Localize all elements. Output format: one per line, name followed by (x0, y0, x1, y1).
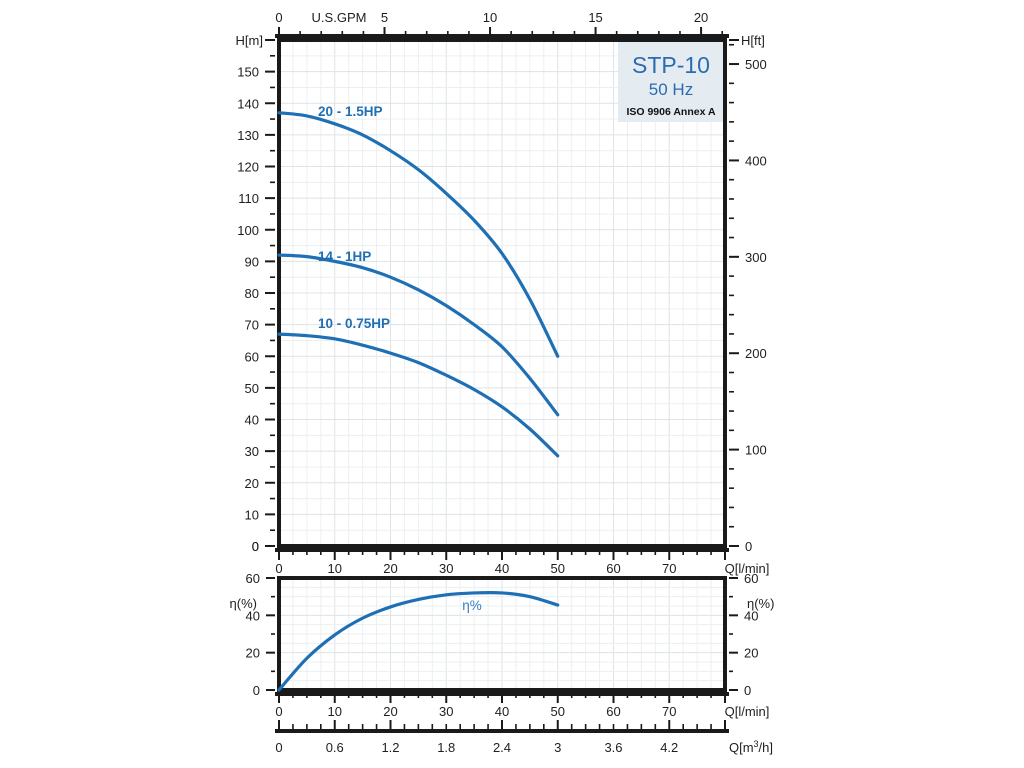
eta-bottom-tick-label: 20 (383, 704, 397, 719)
m3h-axis-name: Q[m3/h] (729, 739, 773, 755)
main-bottom-tick-label: 70 (662, 561, 676, 576)
left-h-tick-label: 70 (245, 318, 259, 333)
eta-bottom-axis-name: Q[l/min] (725, 704, 770, 719)
right-axis-name: H[ft] (741, 33, 765, 48)
main-left-zero-label: 0 (252, 539, 259, 554)
eta-left-tick-label: 40 (246, 608, 260, 623)
main-plot-frame (277, 38, 727, 548)
title-model: STP-10 (632, 52, 710, 78)
eta-right-tick-label: 0 (744, 683, 751, 698)
head-curve-3 (277, 332, 560, 458)
left-h-tick-label: 60 (245, 349, 259, 364)
m3h-tick-label: 0.6 (326, 740, 344, 755)
m3h-tick-label: 2.4 (493, 740, 511, 755)
main-bottom-tick-label: 50 (551, 561, 565, 576)
eta-plot-frame (277, 576, 727, 692)
left-h-tick-label: 100 (237, 223, 259, 238)
top-gpm-tick-label: 20 (694, 10, 708, 25)
right-ft-tick-label: 400 (745, 153, 767, 168)
title-panel (618, 42, 724, 122)
main-bottom-tick-label: 0 (275, 561, 282, 576)
left-h-tick-label: 120 (237, 160, 259, 175)
left-h-tick-label: 30 (245, 444, 259, 459)
left-h-tick-label: 110 (238, 191, 259, 206)
top-gpm-tick-label: 10 (483, 10, 497, 25)
right-ft-tick-label: 0 (745, 539, 752, 554)
left-h-tick-label: 40 (245, 413, 259, 428)
eta-left-tick-label: 20 (246, 646, 260, 661)
eta-bottom-tick-label: 30 (439, 704, 453, 719)
m3h-tick-label: 0 (275, 740, 282, 755)
left-h-tick-label: 80 (245, 286, 259, 301)
right-ft-tick-label: 200 (745, 346, 767, 361)
head-curve-2 (277, 253, 560, 417)
eta-bottom-tick-label: 0 (275, 704, 282, 719)
head-curve-1 (277, 111, 560, 358)
left-h-tick-label: 130 (237, 128, 259, 143)
eta-bottom-tick-label: 70 (662, 704, 676, 719)
curve-label-2: 14 - 1HP (318, 249, 371, 264)
top-gpm-tick-label: 5 (381, 10, 388, 25)
main-bottom-tick-label: 10 (328, 561, 342, 576)
m3h-tick-label: 4.2 (660, 740, 678, 755)
curve-label-3: 10 - 0.75HP (318, 316, 390, 331)
right-ft-tick-label: 300 (745, 250, 767, 265)
top-gpm-tick-label: 15 (588, 10, 602, 25)
eta-right-tick-label: 20 (744, 646, 758, 661)
main-bottom-axis-name: Q[l/min] (725, 561, 770, 576)
eta-left-tick-label: 0 (253, 683, 260, 698)
figure-generated-content: STP-10 50 Hz ISO 9906 Annex A 20 - 1.5HP 14 … (230, 10, 775, 755)
title-standard: ISO 9906 Annex A (626, 106, 716, 118)
efficiency-curve-label: η% (462, 598, 482, 613)
left-axis-name: H[m] (236, 33, 263, 48)
left-h-tick-label: 90 (245, 254, 259, 269)
top-gpm-tick-label: 0 (275, 10, 282, 25)
left-h-tick-label: 140 (237, 96, 259, 111)
efficiency-curve (277, 590, 560, 692)
eta-right-axis-name: η(%) (747, 596, 774, 611)
m3h-tick-label: 1.8 (437, 740, 455, 755)
eta-bottom-tick-label: 60 (606, 704, 620, 719)
right-ft-tick-label: 500 (745, 57, 767, 72)
m3h-tick-label: 1.2 (381, 740, 399, 755)
left-h-tick-label: 50 (245, 381, 259, 396)
top-axis-name: U.S.GPM (312, 10, 367, 25)
m3h-tick-label: 3 (554, 740, 561, 755)
title-frequency: 50 Hz (649, 80, 693, 99)
curve-label-1: 20 - 1.5HP (318, 104, 383, 119)
eta-right-tick-label: 60 (744, 571, 758, 586)
eta-bottom-tick-label: 10 (328, 704, 342, 719)
main-bottom-tick-label: 30 (439, 561, 453, 576)
eta-bottom-tick-label: 40 (495, 704, 509, 719)
main-bottom-tick-label: 20 (383, 561, 397, 576)
eta-right-tick-label: 40 (744, 608, 758, 623)
main-bottom-tick-label: 40 (495, 561, 509, 576)
left-h-tick-label: 10 (245, 507, 259, 522)
main-bottom-tick-label: 60 (606, 561, 620, 576)
right-ft-tick-label: 100 (745, 443, 767, 458)
eta-bottom-tick-label: 50 (551, 704, 565, 719)
left-h-tick-label: 150 (237, 65, 259, 80)
m3h-tick-label: 3.6 (604, 740, 622, 755)
left-h-tick-label: 20 (245, 476, 259, 491)
eta-left-tick-label: 60 (246, 571, 260, 586)
left-h-tick-label: 0 (252, 539, 259, 554)
eta-left-axis-name: η(%) (230, 596, 257, 611)
